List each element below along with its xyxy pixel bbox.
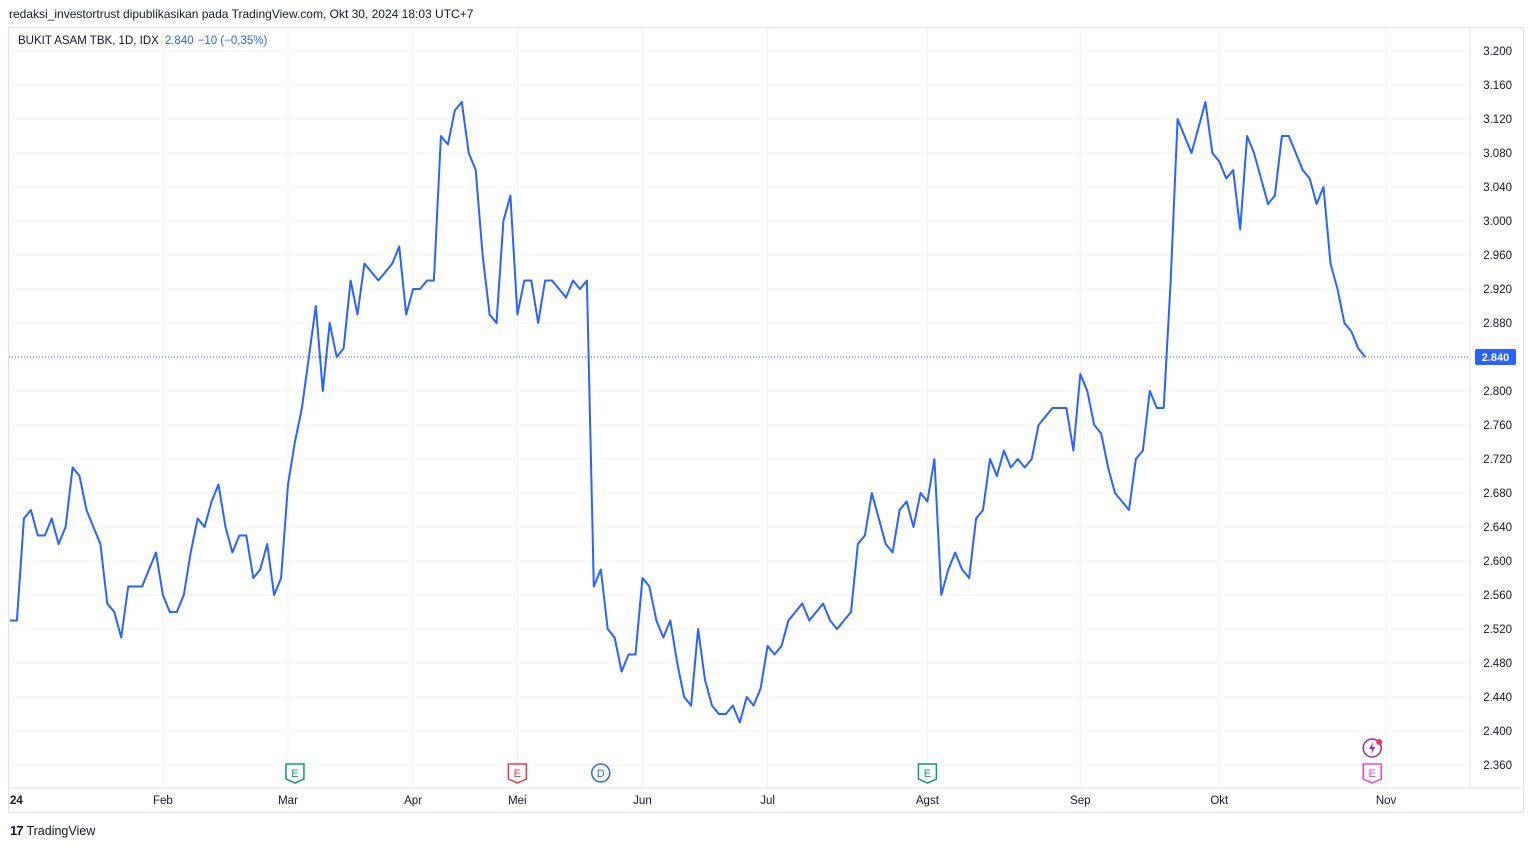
x-tick-label: Mei	[508, 795, 527, 807]
x-tick-label: Jun	[633, 795, 652, 807]
y-tick-label: 2.800	[1483, 386, 1512, 398]
earnings-marker-icon	[285, 763, 305, 784]
legend-symbol: BUKIT ASAM TBK, 1D, IDX	[18, 35, 159, 47]
legend-change: −10 (−0,35%)	[197, 35, 268, 47]
y-tick-label: 2.640	[1483, 522, 1512, 534]
x-tick-label: 24	[10, 795, 23, 807]
y-tick-label: 2.720	[1483, 454, 1512, 466]
x-tick-label: Okt	[1210, 795, 1229, 807]
event-marker: D	[591, 763, 611, 783]
lightning-bolt-icon	[1369, 742, 1376, 754]
flash-marker	[1362, 738, 1383, 758]
y-tick-label: 3.200	[1483, 46, 1512, 58]
chart-legend: BUKIT ASAM TBK, 1D, IDX 2.840 −10 (−0,35%)	[18, 35, 267, 47]
y-tick-label: 2.360	[1483, 760, 1512, 772]
price-series-line	[10, 101, 1367, 724]
earnings-marker-icon	[917, 763, 938, 784]
y-tick-label: 2.560	[1483, 590, 1512, 602]
y-tick-label: 3.000	[1483, 216, 1512, 228]
x-tick-label: Mar	[278, 795, 298, 807]
x-tick-label: Apr	[404, 795, 422, 807]
x-tick-label: Sep	[1070, 795, 1090, 807]
y-tick-label: 2.400	[1483, 726, 1512, 738]
notification-dot-icon	[1376, 739, 1383, 745]
event-marker-label: E	[291, 768, 298, 780]
y-tick-label: 3.120	[1483, 114, 1512, 126]
y-tick-label: 3.160	[1483, 80, 1512, 92]
event-marker-label: D	[597, 768, 605, 780]
dividend-marker-icon	[591, 763, 611, 783]
event-marker: E	[285, 763, 305, 784]
publisher-line: redaksi_investortrust dipublikasikan pad…	[9, 7, 474, 21]
x-tick-label: Feb	[153, 795, 173, 807]
y-tick-label: 2.480	[1483, 658, 1512, 670]
event-marker-label: E	[924, 768, 931, 780]
y-tick-label: 2.880	[1483, 318, 1512, 330]
x-axis[interactable]: 24 Feb Mar Apr Mei Jun Jul Agst Sep Okt Nov	[9, 787, 1522, 807]
last-price-tag-text: 2.840	[1482, 352, 1510, 364]
footer-brand: TradingView	[26, 823, 96, 838]
earnings-marker-icon	[1362, 763, 1382, 784]
event-marker-label: E	[514, 768, 521, 780]
y-tick-label: 3.080	[1483, 148, 1512, 160]
y-tick-label: 2.680	[1483, 488, 1512, 500]
y-tick-label: 3.040	[1483, 182, 1512, 194]
last-price-tag-bg	[1475, 349, 1516, 365]
y-tick-label: 2.520	[1483, 624, 1512, 636]
x-tick-label: Jul	[760, 795, 775, 807]
tradingview-logo-icon: 17	[10, 823, 24, 838]
footer-branding[interactable]: 17 TradingView	[10, 823, 95, 838]
y-tick-label: 2.960	[1483, 250, 1512, 262]
event-marker-label: E	[1369, 768, 1376, 780]
x-tick-label: Nov	[1376, 795, 1397, 807]
y-tick-label: 2.760	[1483, 420, 1512, 432]
chart-frame	[8, 27, 1524, 813]
y-tick-label: 2.440	[1483, 692, 1512, 704]
last-price-tag: 2.840	[1475, 349, 1516, 365]
y-tick-label: 2.920	[1483, 284, 1512, 296]
x-tick-label: Agst	[916, 795, 940, 807]
event-marker: E	[917, 763, 938, 784]
grid-lines	[9, 28, 1470, 788]
y-axis[interactable]: 3.200 3.160 3.120 3.080 3.040 3.000 2.960 2.920…	[1469, 28, 1512, 788]
earnings-marker-icon	[507, 763, 528, 784]
event-marker: E	[1362, 763, 1382, 784]
legend-last-value: 2.840	[164, 35, 194, 47]
event-marker: E	[507, 763, 528, 784]
y-tick-label: 2.600	[1483, 556, 1512, 568]
